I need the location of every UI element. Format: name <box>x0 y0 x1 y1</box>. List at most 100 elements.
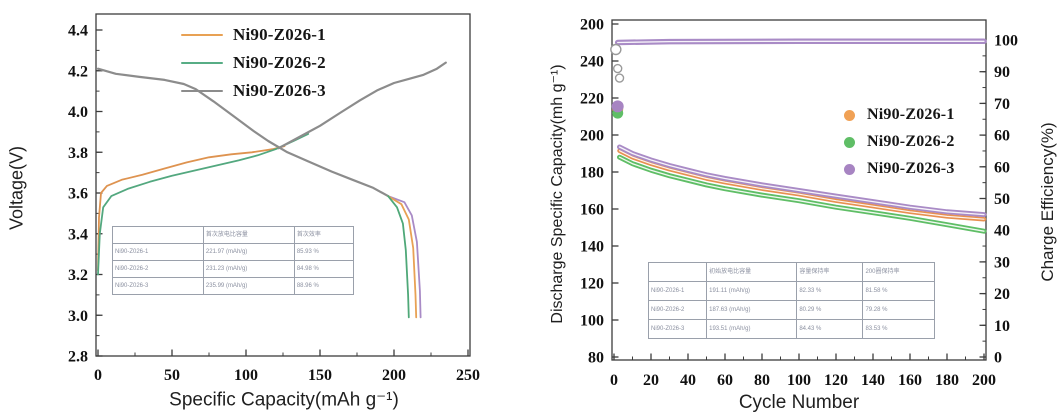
table-cell: 80.29 % <box>796 300 864 320</box>
table-cell: 85.93 % <box>293 243 355 261</box>
x-tick-label: 140 <box>861 372 885 389</box>
legend-label: Ni90-Z026-3 <box>233 81 326 100</box>
table-cell: 193.51 (mAh/g) <box>706 319 798 339</box>
table-header-row: 首次放电比容量 首次效率 <box>112 226 355 244</box>
table-cell: Ni90-Z026-1 <box>112 243 204 261</box>
y2-tick-label: 100 <box>994 33 1018 50</box>
legend-entry: Ni90-Z026-2 <box>842 129 955 155</box>
legend-label: Ni90-Z026-2 <box>867 133 955 150</box>
left-chart-inset-table: 首次放电比容量 首次效率 Ni90-Z026-1 221.97 (mAh/g) 85.9… <box>112 226 355 295</box>
y2-tick-label: 30 <box>994 254 1010 271</box>
legend-label: Ni90-Z026-1 <box>233 25 326 44</box>
marker-first-cycle-efficiency-open <box>610 43 622 56</box>
table-row: Ni90-Z026-1 221.97 (mAh/g) 85.93 % <box>112 243 355 261</box>
right-y2-axis-title: Charge Efficiency(%) <box>1038 122 1057 282</box>
y-tick-label: 140 <box>580 239 604 256</box>
legend-line-icon <box>181 89 223 93</box>
table-cell: 84.98 % <box>293 260 355 278</box>
legend-label: Ni90-Z026-3 <box>867 160 955 177</box>
table-header-cell: 200圈保持率 <box>862 262 935 282</box>
table-cell: 82.33 % <box>796 281 864 301</box>
legend-entry: Ni90-Z026-1 <box>181 22 326 48</box>
table-header-row: 初始放电比容量 容量保持率 200圈保持率 <box>647 262 935 282</box>
y-tick-label: 200 <box>580 128 604 145</box>
y-tick-label: 160 <box>580 202 604 219</box>
series-capacity-green-inner <box>618 156 985 232</box>
right-y-axis-title: Discharge Specific Capacity(mh g⁻¹) <box>549 64 566 324</box>
table-cell: 221.97 (mAh/g) <box>202 243 295 261</box>
y2-tick-label: 60 <box>994 159 1010 176</box>
legend-entry: Ni90-Z026-1 <box>842 102 955 128</box>
y2-tick-label: 90 <box>994 64 1010 81</box>
table-header-cell: 首次效率 <box>293 226 355 244</box>
x-tick-label: 40 <box>680 372 696 389</box>
marker-early-efficiency-open-small <box>614 73 625 83</box>
x-tick-label: 20 <box>643 372 659 389</box>
series-charge-upper-gray <box>277 61 447 150</box>
series-discharge-tail-purple <box>387 195 422 319</box>
legend-entry: Ni90-Z026-3 <box>181 78 326 104</box>
y-tick-label: 100 <box>580 313 604 330</box>
table-cell: Ni90-Z026-3 <box>647 319 708 339</box>
legend-dot-icon <box>844 163 855 175</box>
table-cell: Ni90-Z026-2 <box>647 300 708 320</box>
series-charge-orange <box>97 145 286 272</box>
marker-first-capacity-purple <box>611 100 624 113</box>
series-discharge-backbone-gray <box>96 67 390 198</box>
table-row: Ni90-Z026-3 235.99 (mAh/g) 88.96 % <box>112 277 355 295</box>
y-tick-label: 3.0 <box>68 308 88 325</box>
legend-line-icon <box>181 61 223 65</box>
right-chart-inset-table: 初始放电比容量 容量保持率 200圈保持率 Ni90-Z026-1 191.11 (mA… <box>647 262 935 339</box>
table-cell: 191.11 (mAh/g) <box>706 281 798 301</box>
x-tick-label: 160 <box>898 372 922 389</box>
table-cell: 83.53 % <box>862 319 935 339</box>
x-tick-label: 200 <box>382 367 406 384</box>
left-x-axis-title: Specific Capacity(mAh g⁻¹) <box>169 389 399 411</box>
legend-entry: Ni90-Z026-3 <box>842 156 955 182</box>
y-tick-label: 4.2 <box>68 63 88 80</box>
y-tick-label: 4.0 <box>68 104 88 121</box>
x-tick-label: 100 <box>234 367 258 384</box>
x-tick-label: 150 <box>308 367 332 384</box>
cycling-performance-chart: 0 20 40 60 80 100 120 140 160 180 2008010012014016… <box>580 17 1018 390</box>
y-tick-label: 240 <box>580 54 604 71</box>
y-tick-label: 2.8 <box>68 349 88 366</box>
x-tick-label: 50 <box>164 367 180 384</box>
series-capacity-purple-inner <box>618 146 985 216</box>
y-tick-label: 180 <box>580 165 604 182</box>
y2-tick-label: 60 <box>994 128 1010 145</box>
x-tick-label: 120 <box>824 372 848 389</box>
legend-dot-icon <box>844 109 855 121</box>
x-tick-label: 180 <box>935 372 959 389</box>
legend-entry: Ni90-Z026-2 <box>181 50 326 76</box>
x-tick-label: 60 <box>717 372 733 389</box>
y2-tick-label: 70 <box>994 96 1010 113</box>
table-header-cell: 容量保持率 <box>796 262 864 282</box>
y-tick-label: 3.6 <box>68 186 88 203</box>
left-chart-legend: Ni90-Z026-1 Ni90-Z026-2 Ni90-Z026-3 <box>181 22 326 104</box>
table-row: Ni90-Z026-2 231.23 (mAh/g) 84.98 % <box>112 260 355 278</box>
x-tick-label: 200 <box>972 372 996 389</box>
y2-tick-label: 40 <box>994 223 1010 240</box>
table-row: Ni90-Z026-3 193.51 (mAh/g) 84.43 % 83.53 % <box>647 319 935 339</box>
series-discharge-tail-green <box>387 195 410 319</box>
series-efficiency-purple-inner <box>617 40 985 44</box>
charge-discharge-voltage-profiles-chart: 0 50 100 150 200 250 2.8 3.0 3.2 3.4 3.6 3.8 4.0 4.2 4… <box>68 13 480 384</box>
table-cell: 235.99 (mAh/g) <box>202 277 295 295</box>
y-tick-label: 3.8 <box>68 145 88 162</box>
table-cell: Ni90-Z026-3 <box>112 277 204 295</box>
right-x-axis-title: Cycle Number <box>738 392 860 413</box>
series-charge-green <box>97 132 310 276</box>
y2-tick-label: 0 <box>994 350 1002 367</box>
y-tick-label: 220 <box>580 91 604 108</box>
x-tick-label: 250 <box>456 367 480 384</box>
marker-early-efficiency-open-small <box>613 63 623 74</box>
legend-line-icon <box>181 33 223 37</box>
table-header-cell: 初始放电比容量 <box>706 262 798 282</box>
table-header-cell <box>112 226 204 244</box>
table-cell: 187.63 (mAh/g) <box>706 300 798 320</box>
x-tick-label: 0 <box>610 372 618 389</box>
x-tick-label: 100 <box>787 372 811 389</box>
